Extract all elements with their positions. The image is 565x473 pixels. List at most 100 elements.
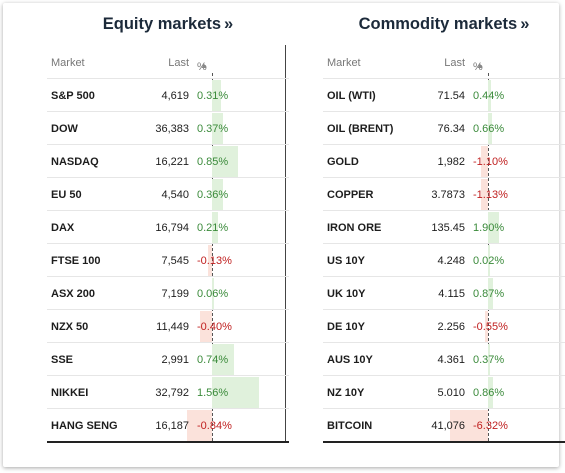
- market-name: NASDAQ: [51, 156, 99, 168]
- last-price: 4,540: [161, 189, 189, 201]
- column-header-pct-label: %: [473, 61, 483, 73]
- markets-card: Equity markets» Market Last % ▲ S&P 500 4,…: [3, 3, 565, 467]
- change-bar: [212, 80, 222, 111]
- change-bar: [488, 113, 492, 144]
- percent-change: 0.21%: [197, 222, 229, 234]
- market-name: GOLD: [327, 156, 359, 168]
- table-row[interactable]: COPPER 3.7873 -1.13%: [323, 177, 565, 210]
- table-row[interactable]: DE 10Y 2.256 -0.55%: [323, 309, 565, 342]
- last-price: 5.010: [437, 387, 465, 399]
- percent-change: -1.10%: [473, 156, 508, 168]
- market-name: FTSE 100: [51, 255, 101, 267]
- change-bar: [212, 212, 219, 243]
- change-bar: [212, 377, 259, 408]
- chevron-right-icon: »: [520, 15, 530, 33]
- percent-change: -0.55%: [473, 321, 508, 333]
- percent-change: 1.56%: [197, 387, 229, 399]
- change-bar: [208, 245, 212, 276]
- market-name: IRON ORE: [327, 222, 382, 234]
- change-bar: [212, 146, 238, 177]
- table-row[interactable]: BITCOIN 41,076 -6.32%: [323, 408, 565, 441]
- market-name: DE 10Y: [327, 321, 365, 333]
- percent-change: 0.86%: [473, 387, 505, 399]
- sort-ascending-icon: ▲: [476, 61, 484, 70]
- percent-change: 0.06%: [197, 288, 229, 300]
- percent-change: 0.85%: [197, 156, 229, 168]
- last-price: 135.45: [431, 222, 465, 234]
- table-row[interactable]: NZX 50 11,449 -0.40%: [47, 309, 289, 342]
- percent-change: -0.84%: [197, 420, 232, 432]
- change-bar: [186, 410, 212, 441]
- equity-table-body: S&P 500 4,619 0.31% DOW 36,383 0.37% NASDAQ 16,…: [47, 78, 289, 443]
- table-row[interactable]: SSE 2,991 0.74%: [47, 342, 289, 375]
- market-name: NIKKEI: [51, 387, 89, 399]
- change-bar: [488, 344, 491, 375]
- last-price: 76.34: [437, 123, 465, 135]
- table-row[interactable]: IRON ORE 135.45 1.90%: [323, 210, 565, 243]
- last-price: 2.256: [437, 321, 465, 333]
- table-row[interactable]: NZ 10Y 5.010 0.86%: [323, 375, 565, 408]
- table-row[interactable]: NASDAQ 16,221 0.85%: [47, 144, 289, 177]
- zero-line: [212, 73, 213, 441]
- market-name: NZX 50: [51, 321, 89, 333]
- table-row[interactable]: OIL (WTI) 71.54 0.44%: [323, 78, 565, 111]
- market-name: UK 10Y: [327, 288, 366, 300]
- percent-change: 0.02%: [473, 255, 505, 267]
- change-bar: [212, 179, 223, 210]
- market-name: EU 50: [51, 189, 82, 201]
- table-row[interactable]: DOW 36,383 0.37%: [47, 111, 289, 144]
- market-name: DOW: [51, 123, 78, 135]
- equity-table-header: Market Last % ▲: [47, 53, 289, 73]
- column-header-last[interactable]: Last: [444, 57, 465, 69]
- percent-change: 1.90%: [473, 222, 505, 234]
- percent-change: 0.37%: [197, 123, 229, 135]
- column-header-last[interactable]: Last: [168, 57, 189, 69]
- market-name: SSE: [51, 354, 74, 366]
- table-row[interactable]: OIL (BRENT) 76.34 0.66%: [323, 111, 565, 144]
- table-row[interactable]: UK 10Y 4.115 0.87%: [323, 276, 565, 309]
- column-header-market[interactable]: Market: [327, 57, 361, 69]
- last-price: 16,187: [155, 420, 189, 432]
- percent-change: 0.66%: [473, 123, 505, 135]
- table-row[interactable]: AUS 10Y 4.361 0.37%: [323, 342, 565, 375]
- change-bar: [488, 80, 491, 111]
- last-price: 4.248: [437, 255, 465, 267]
- last-price: 32,792: [155, 387, 189, 399]
- change-bar: [212, 344, 235, 375]
- change-bar: [488, 212, 500, 243]
- percent-change: 0.36%: [197, 189, 229, 201]
- equity-title-link[interactable]: Equity markets»: [47, 15, 289, 34]
- percent-change: 0.31%: [197, 90, 229, 102]
- commodity-title-link[interactable]: Commodity markets»: [323, 15, 565, 34]
- change-bar: [488, 278, 494, 309]
- market-name: COPPER: [327, 189, 374, 201]
- last-price: 41,076: [431, 420, 465, 432]
- table-row[interactable]: FTSE 100 7,545 -0.13%: [47, 243, 289, 276]
- table-row[interactable]: HANG SENG 16,187 -0.84%: [47, 408, 289, 441]
- change-bar: [212, 113, 224, 144]
- last-price: 16,794: [155, 222, 189, 234]
- table-row[interactable]: S&P 500 4,619 0.31%: [47, 78, 289, 111]
- last-price: 36,383: [155, 123, 189, 135]
- last-price: 1,982: [437, 156, 465, 168]
- market-name: US 10Y: [327, 255, 365, 267]
- table-row[interactable]: GOLD 1,982 -1.10%: [323, 144, 565, 177]
- table-row[interactable]: NIKKEI 32,792 1.56%: [47, 375, 289, 408]
- last-price: 4,619: [161, 90, 189, 102]
- column-header-market[interactable]: Market: [51, 57, 85, 69]
- table-row[interactable]: ASX 200 7,199 0.06%: [47, 276, 289, 309]
- market-name: NZ 10Y: [327, 387, 365, 399]
- market-name: HANG SENG: [51, 420, 118, 432]
- table-row[interactable]: DAX 16,794 0.21%: [47, 210, 289, 243]
- market-name: OIL (WTI): [327, 90, 376, 102]
- change-bar: [484, 311, 488, 342]
- percent-change: -0.13%: [197, 255, 232, 267]
- table-row[interactable]: US 10Y 4.248 0.02%: [323, 243, 565, 276]
- commodity-table-body: OIL (WTI) 71.54 0.44% OIL (BRENT) 76.34 0.66%…: [323, 78, 565, 443]
- column-header-pct-label: %: [197, 61, 207, 73]
- percent-change: 0.37%: [473, 354, 505, 366]
- change-bar: [488, 377, 494, 408]
- last-price: 4.115: [438, 288, 465, 300]
- table-row[interactable]: EU 50 4,540 0.36%: [47, 177, 289, 210]
- market-name: DAX: [51, 222, 75, 234]
